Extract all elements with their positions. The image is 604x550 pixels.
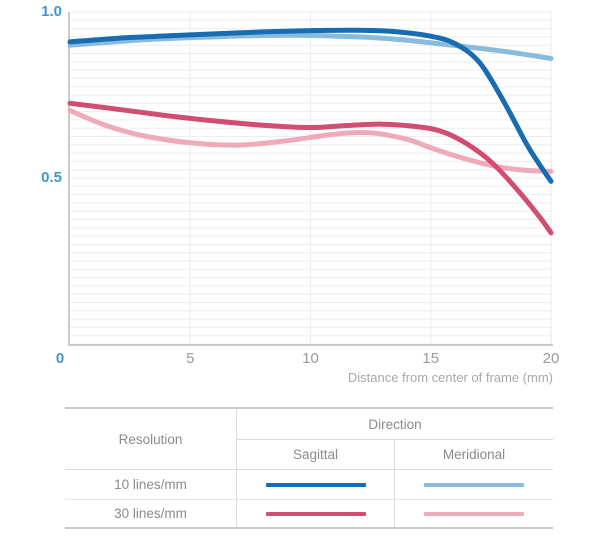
x-tick-label-5: 5 [186,350,194,367]
y-tick-label-0.5: 0.5 [41,169,62,186]
x-tick-label-20: 20 [543,350,560,367]
x-tick-label-10: 10 [302,350,319,367]
legend-header-resolution: Resolution [65,409,237,469]
legend-header-direction: Direction [237,409,553,440]
axes [68,12,553,346]
legend-line-30-sagittal [265,511,366,516]
legend-header-meridional: Meridional [442,447,506,462]
legend-row-30-meridional-cell [395,499,553,527]
legend-row-30-label: 30 lines/mm [65,499,237,527]
curve-10-lines-mm-sagittal [67,27,554,184]
y-tick-label-1.0: 1.0 [41,3,62,20]
tick-labels: 1.0 0.5 0 5 10 15 20 [41,3,559,367]
curve-30-lines-mm-sagittal [67,100,554,236]
legend-row-10-meridional-cell [395,469,553,499]
mtf-chart: 1.0 0.5 0 5 10 15 20 Distance from center of fr… [41,3,559,385]
legend-line-30-meridional [424,511,524,516]
x-tick-label-0: 0 [56,350,64,367]
curve-10-lines-mm-meridional [67,32,554,61]
legend-line-10-meridional [424,482,524,487]
legend-header-sagittal: Sagittal [237,440,395,469]
x-tick-label-15: 15 [422,350,439,367]
legend-row-10-label: 10 lines/mm [65,469,237,499]
legend-row-30-sagittal-cell [237,499,395,527]
x-axis-title: Distance from center of frame (mm) [348,370,553,385]
legend-row-10-sagittal-cell [237,469,395,499]
legend-table: Resolution Direction Sagittal Meridional… [65,407,553,529]
legend-line-10-sagittal [265,482,366,487]
